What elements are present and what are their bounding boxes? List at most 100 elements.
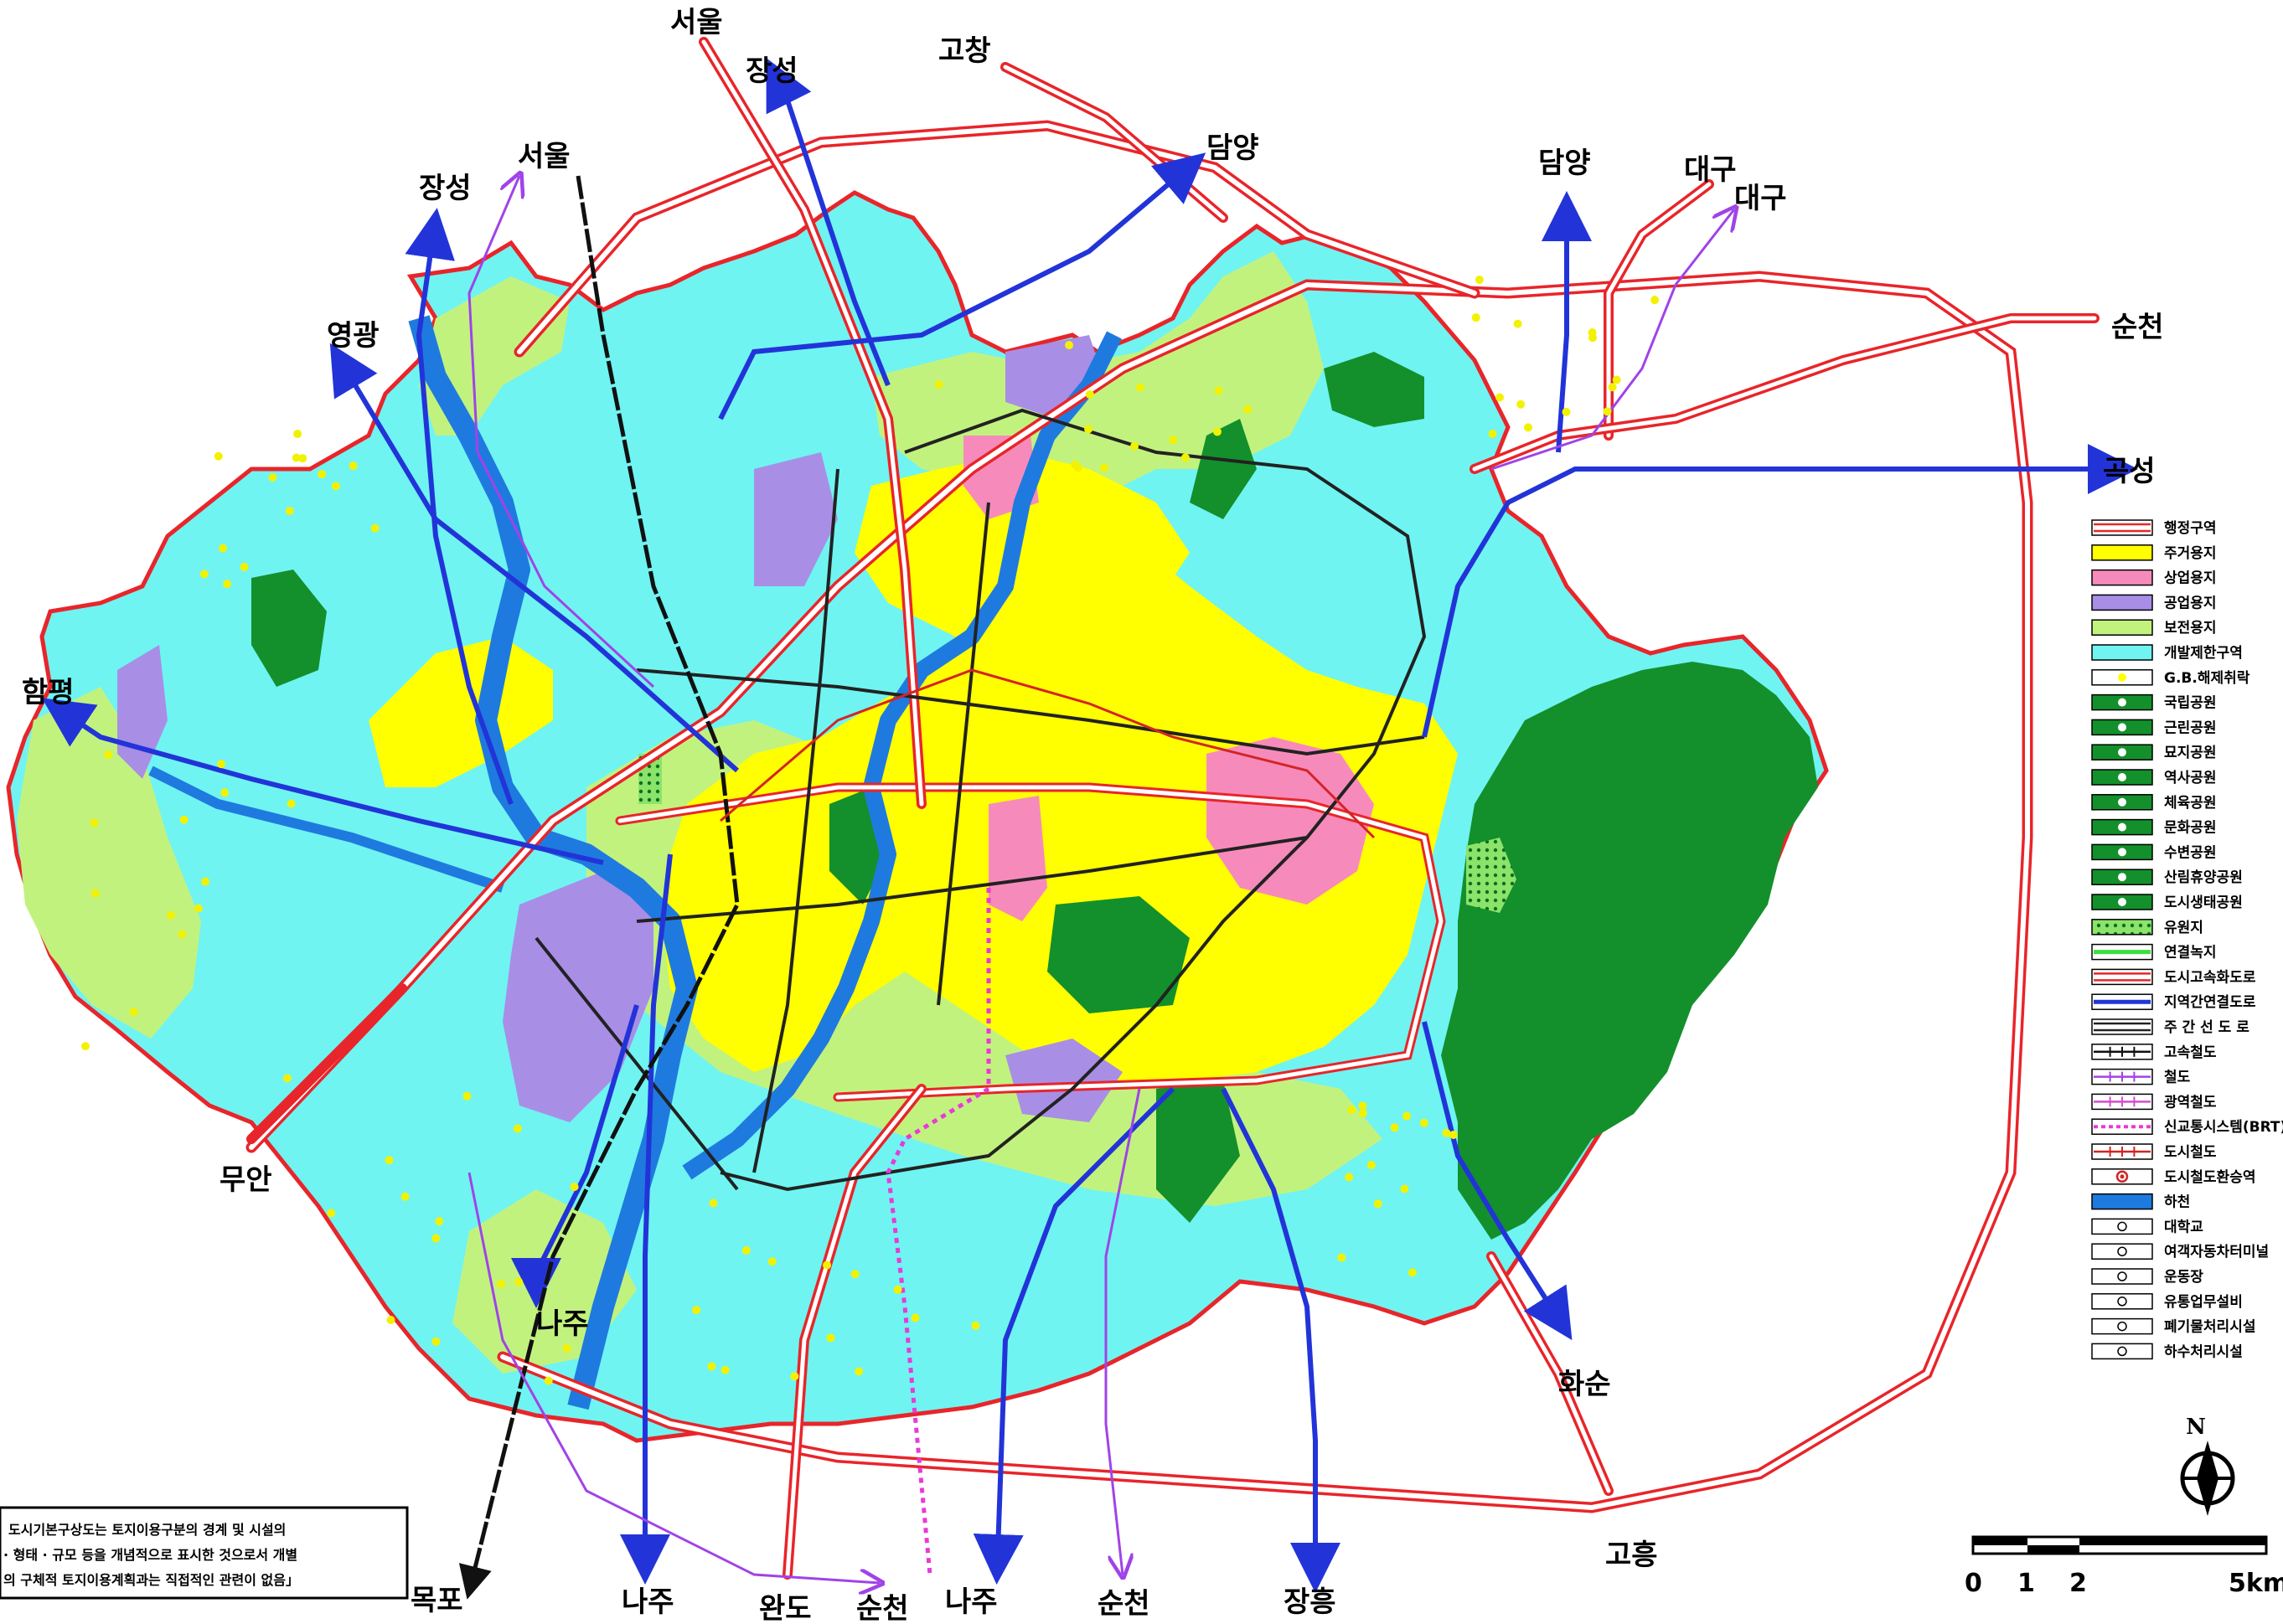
legend-swatch [2091,619,2153,636]
legend-label: 역사공원 [2164,770,2217,786]
legend-label: 폐기물처리시설 [2164,1319,2255,1336]
gb-village-dot [462,1091,472,1101]
gb-village-dot [1562,407,1571,416]
legend-swatch [2091,569,2153,586]
legend-label: 유통업무설비 [2164,1294,2243,1311]
north-label: N [2186,1415,2206,1440]
legend-swatch [2091,1293,2153,1310]
legend-swatch [2091,943,2153,961]
legend-swatch [2091,669,2153,686]
legend-item: 유통업무설비 [2091,1293,2243,1311]
legend-label: 운동장 [2164,1269,2203,1286]
legend-item: 체육공원 [2091,794,2217,812]
legend-label: 개발제한구역 [2164,645,2243,662]
legend-item: 근린공원 [2091,719,2217,736]
park-north [1190,419,1257,519]
park-west [251,570,327,687]
legend-swatch [2091,1018,2153,1035]
gb-village-dot [435,1217,444,1226]
gb-village-dot [331,482,340,491]
legend-item: 국립공원 [2091,693,2217,712]
gb-village-dot [90,889,100,898]
gb-village-dot [767,1257,777,1266]
legend-item: 여객자동차터미널 [2091,1243,2269,1261]
label-wando: 완도 [759,1592,812,1624]
north-arrow: N [2180,1415,2235,1516]
commercial-zone-east [1206,737,1374,905]
gb-village-dot [1366,1161,1376,1170]
rail-to-suncheon-b2 [1104,1088,1141,1575]
legend-label: 체육공원 [2164,795,2217,812]
label-naju-b1: 나주 [622,1585,674,1619]
gb-village-dot [1603,407,1612,416]
legend-swatch [2091,1168,2153,1185]
legend-item: 하천 [2091,1193,2190,1211]
rail-to-suncheon-b [467,1172,880,1583]
legend-item: 광역철도 [2091,1093,2217,1111]
gb-village-dot [167,910,176,920]
gb-village-dot [431,1337,441,1346]
gb-village-dot [1608,383,1617,392]
gb-village-dot [1408,1268,1417,1277]
gb-village-dot [223,580,232,589]
legend-label: G.B.해제취락 [2164,669,2250,687]
gb-village-dot [400,1192,410,1201]
legend-item: 지역간연결도로 [2091,993,2256,1011]
label-naju-left: 나주 [536,1307,589,1341]
legend-swatch [2091,968,2153,986]
regional-road-naju-left [511,1004,639,1308]
legend-label: 대학교 [2164,1219,2203,1235]
gb-village-dot [707,1362,716,1371]
gb-village-dot [1488,429,1497,438]
gb-village-dot [570,1182,579,1191]
label-seoul-top: 서울 [670,6,723,39]
arterial-sw [535,936,739,1191]
label-seoul-left: 서울 [518,140,571,173]
legend-item: 철도 [2091,1068,2191,1086]
gb-village-dot [104,750,113,760]
amusement-park-east [1466,838,1516,913]
note-line-1: 도시기본구상도는 토지이용구분의 경계 및 시설의 [8,1522,286,1538]
gb-village-dot [1084,425,1093,434]
legend-item: 유원지 [2091,919,2203,936]
gb-village-dot [1337,1253,1346,1262]
legend-swatch [2091,1044,2153,1060]
legend-label: 행정구역 [2164,520,2217,537]
gb-village-dot [431,1234,441,1243]
gb-village-dot [823,1261,832,1270]
label-daegu-1: 대구 [1684,153,1737,187]
legend-swatch [2091,1243,2153,1260]
legend-item: 하수처리시설 [2091,1343,2243,1360]
scale-label-5km: 5km [2229,1569,2283,1598]
gb-village-dot [285,507,294,516]
scale-label-1: 1 [2017,1569,2035,1598]
legend-label: 묘지공원 [2164,745,2217,761]
gb-village-dot [1065,341,1074,350]
legend-swatch [2091,794,2153,811]
label-naju-b2: 나주 [945,1585,998,1619]
conservation-zone-west [17,687,201,1039]
high-speed-rail [458,175,740,1600]
gb-village-dot [1402,1111,1412,1121]
gb-village-dot [219,544,228,553]
park-mudeungsan [1441,662,1818,1240]
legend-item: 문화공원 [2091,818,2217,837]
legend-label: 보전용지 [2164,620,2217,637]
gb-village-dot [1449,1130,1458,1139]
label-damyang-mid: 담양 [1206,131,1259,165]
gb-village-dot [1442,1128,1451,1137]
gb-village-dot [201,877,210,886]
gb-village-dot [370,523,380,533]
label-suncheon-right: 순천 [2111,311,2164,344]
label-daegu-2: 대구 [1734,182,1787,215]
park-southeast [1156,1080,1240,1223]
gb-village-dot [934,380,943,389]
legend-item: 상업용지 [2091,569,2217,587]
gb-village-dot [826,1333,835,1343]
scale-bar: 0 1 2 5km [1965,1535,2283,1598]
legend-item: 묘지공원 [2091,744,2217,761]
gb-village-dot [1214,386,1223,395]
gb-village-dot [1373,1199,1382,1209]
